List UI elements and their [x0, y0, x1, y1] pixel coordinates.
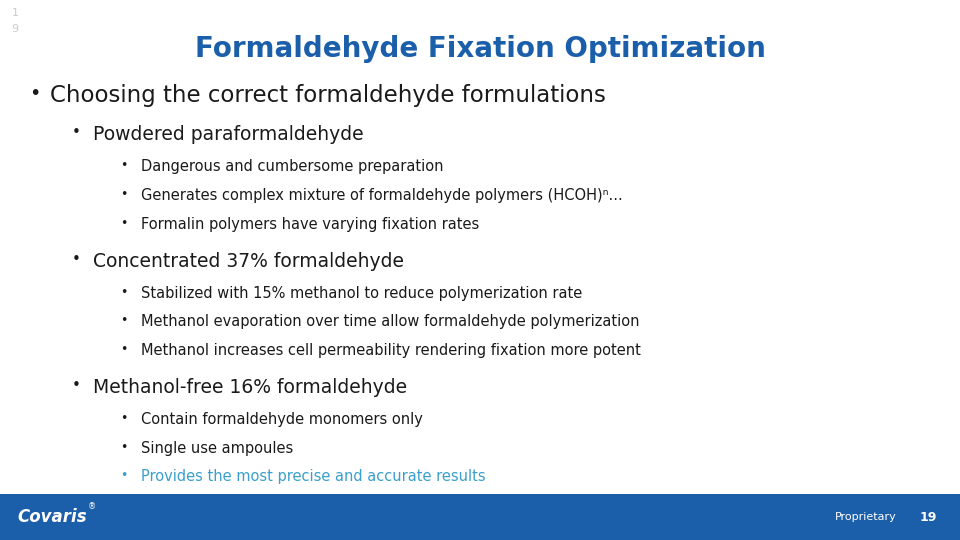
Text: Dangerous and cumbersome preparation: Dangerous and cumbersome preparation	[141, 159, 444, 174]
Text: •: •	[72, 252, 81, 267]
Text: Covaris: Covaris	[17, 508, 87, 526]
Text: •: •	[120, 441, 128, 454]
Text: 9: 9	[12, 24, 18, 35]
Text: •: •	[72, 378, 81, 393]
Text: Powdered paraformaldehyde: Powdered paraformaldehyde	[93, 125, 364, 144]
Text: •: •	[120, 286, 128, 299]
Text: •: •	[72, 125, 81, 140]
Text: Contain formaldehyde monomers only: Contain formaldehyde monomers only	[141, 412, 423, 427]
Text: •: •	[120, 159, 128, 172]
Text: •: •	[120, 217, 128, 230]
FancyBboxPatch shape	[0, 494, 960, 540]
Text: Stabilized with 15% methanol to reduce polymerization rate: Stabilized with 15% methanol to reduce p…	[141, 286, 583, 301]
Text: ®: ®	[88, 502, 97, 511]
Text: Single use ampoules: Single use ampoules	[141, 441, 294, 456]
Text: Provides the most precise and accurate results: Provides the most precise and accurate r…	[141, 469, 486, 484]
Text: •: •	[120, 343, 128, 356]
Text: Methanol-free 16% formaldehyde: Methanol-free 16% formaldehyde	[93, 378, 407, 397]
Text: Generates complex mixture of formaldehyde polymers (HCOH)ⁿ...: Generates complex mixture of formaldehyd…	[141, 188, 623, 203]
Text: 19: 19	[920, 510, 937, 524]
Text: Proprietary: Proprietary	[835, 512, 897, 522]
Text: Methanol evaporation over time allow formaldehyde polymerization: Methanol evaporation over time allow for…	[141, 314, 639, 329]
Text: •: •	[120, 188, 128, 201]
Text: •: •	[120, 469, 128, 482]
Text: Formalin polymers have varying fixation rates: Formalin polymers have varying fixation …	[141, 217, 479, 232]
Text: •: •	[29, 84, 40, 103]
Text: Methanol increases cell permeability rendering fixation more potent: Methanol increases cell permeability ren…	[141, 343, 641, 358]
Text: •: •	[120, 314, 128, 327]
Text: Formaldehyde Fixation Optimization: Formaldehyde Fixation Optimization	[195, 35, 765, 63]
Text: •: •	[120, 412, 128, 425]
Text: Choosing the correct formaldehyde formulations: Choosing the correct formaldehyde formul…	[50, 84, 606, 107]
Text: 1: 1	[12, 8, 18, 18]
Text: Concentrated 37% formaldehyde: Concentrated 37% formaldehyde	[93, 252, 404, 271]
